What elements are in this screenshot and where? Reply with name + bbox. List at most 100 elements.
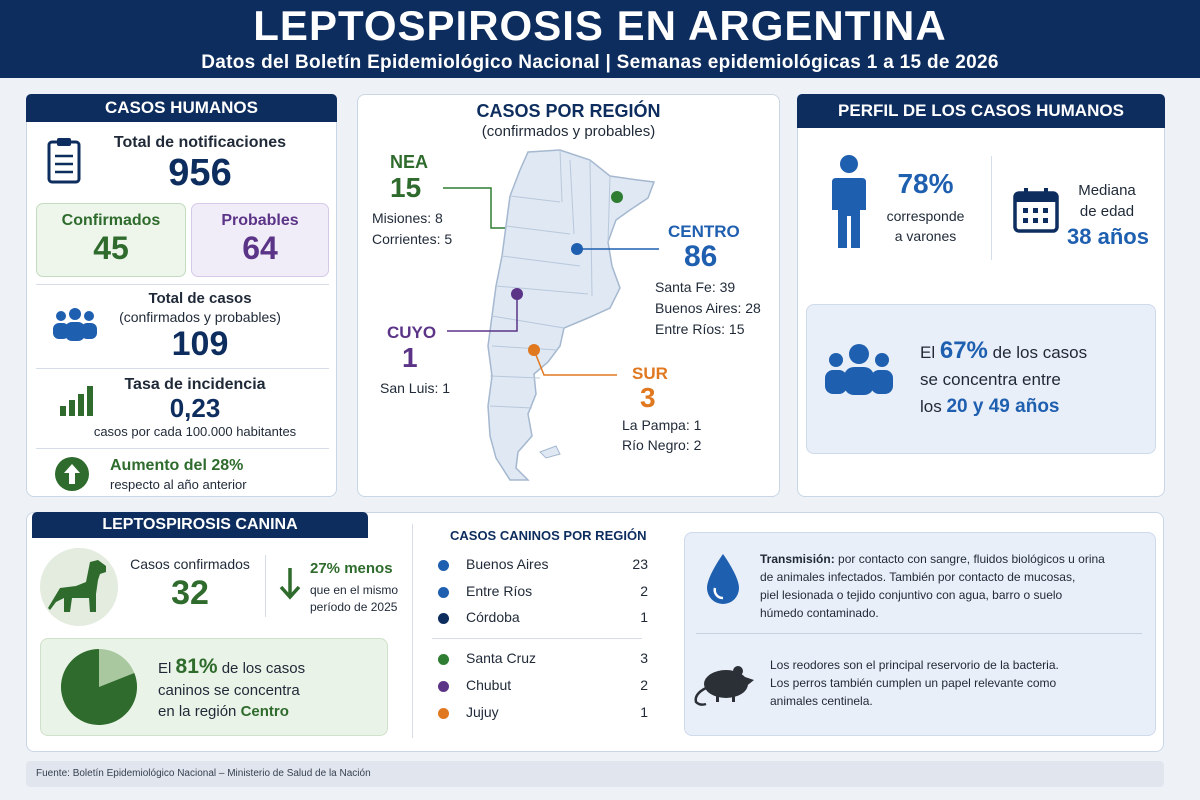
centro-line-2: Buenos Aires: 28 — [655, 300, 761, 316]
probable-value: 64 — [242, 230, 278, 266]
page-subtitle: Datos del Boletín Epidemiológico Naciona… — [201, 52, 999, 73]
region-name: Buenos Aires — [466, 556, 549, 572]
pie-post: de los casos — [221, 660, 306, 677]
transmission-bold: Transmisión: — [760, 552, 835, 566]
confirmed-label: Confirmados — [61, 212, 161, 229]
arrow-up-icon — [55, 457, 89, 491]
clipboard-icon — [47, 138, 81, 184]
pie-text-line-2: caninos se concentra — [158, 682, 300, 699]
map-subtitle: (confirmados y probables) — [481, 123, 656, 140]
sur-value: 3 — [640, 382, 656, 413]
footer-source: Fuente: Boletín Epidemiológico Nacional … — [36, 768, 371, 779]
total-notifications-value: 956 — [168, 152, 232, 194]
table-row: Santa Cruz 3 — [438, 650, 648, 670]
male-person-icon — [832, 155, 866, 248]
canine-regions-title: CASOS CANINOS POR REGIÓN — [450, 528, 647, 543]
rodent-line-3: animales centinela. — [770, 694, 873, 708]
divider — [412, 524, 413, 738]
centro-name: CENTRO — [668, 222, 740, 241]
region-value: 1 — [640, 609, 648, 625]
region-name: Santa Cruz — [466, 650, 537, 666]
increase-label: Aumento del 28% — [110, 457, 244, 474]
region-name: Córdoba — [466, 609, 520, 625]
transmission-text-1: por contacto con sangre, fluidos biológi… — [834, 552, 1105, 566]
rodent-text: Los reodores son el principal reservorio… — [770, 656, 1150, 710]
region-name: Entre Ríos — [466, 583, 533, 599]
group-people-icon — [825, 344, 893, 395]
region-name: Chubut — [466, 677, 512, 693]
transmission-line-3: piel lesionada o tejido conjuntivo con a… — [760, 588, 1063, 602]
map-title: CASOS POR REGIÓN — [476, 101, 661, 121]
nea-value: 15 — [390, 172, 422, 203]
human-cases-tab: CASOS HUMANOS — [26, 94, 337, 122]
rodent-line-2: Los perros también cumplen un papel rele… — [770, 676, 1057, 690]
table-row: Córdoba 1 — [438, 609, 648, 629]
cuyo-value: 1 — [402, 342, 418, 373]
region-value: 1 — [640, 704, 648, 720]
pie-text-line-3: en la región Centro — [158, 703, 289, 720]
pie-pre: El — [158, 660, 172, 677]
region-dot — [438, 560, 449, 571]
header: LEPTOSPIROSIS EN ARGENTINA Datos del Bol… — [0, 0, 1200, 78]
page-title: LEPTOSPIROSIS EN ARGENTINA — [253, 2, 947, 49]
confirmed-value: 45 — [93, 230, 129, 266]
male-pct: 78% — [897, 168, 954, 199]
pie-pct: 81% — [175, 655, 218, 678]
canine-regions-table: Buenos Aires 23 Entre Ríos 2 Córdoba 1 S… — [418, 548, 648, 728]
nea-line-1: Misiones: 8 — [372, 210, 443, 226]
incidence-label: Tasa de incidencia — [124, 376, 266, 393]
conc-pre: El — [920, 343, 936, 362]
divider — [432, 638, 642, 639]
conc-post: de los casos — [992, 343, 1088, 362]
male-line-1: corresponde — [886, 208, 965, 224]
region-dot — [438, 587, 449, 598]
nea-line-2: Corrientes: 5 — [372, 231, 453, 247]
conc-pct: 67% — [939, 337, 988, 364]
divider — [265, 555, 266, 617]
nea-marker — [611, 191, 623, 203]
map-leader-lines — [443, 187, 659, 376]
male-line-2: a varones — [894, 228, 957, 244]
centro-marker — [571, 243, 583, 255]
arrow-down-icon — [279, 568, 301, 600]
bar-chart-icon — [60, 386, 93, 416]
divider — [991, 156, 992, 260]
divider — [696, 633, 1142, 634]
age-line-1: Mediana — [1078, 182, 1136, 199]
conc-range: 20 y 49 años — [946, 396, 1060, 417]
incidence-sub: casos por cada 100.000 habitantes — [93, 424, 297, 439]
pie-centro-slice — [60, 649, 137, 725]
sur-marker — [528, 344, 540, 356]
canine-confirmed-label: Casos confirmados — [130, 556, 250, 572]
transmission-line-1: Transmisión: por contacto con sangre, fl… — [760, 550, 1144, 568]
sur-line-1: La Pampa: 1 — [622, 417, 702, 433]
water-drop-icon — [707, 554, 739, 604]
age-value: 38 años — [1067, 224, 1149, 249]
pie-region: Centro — [240, 703, 289, 720]
age-line-2: de edad — [1079, 203, 1135, 220]
total-cases-label: Total de casos — [148, 290, 252, 307]
region-value: 3 — [640, 650, 648, 666]
divider — [36, 448, 329, 449]
region-dot — [438, 681, 449, 692]
people-icon — [53, 308, 97, 341]
cuyo-name: CUYO — [387, 323, 437, 342]
table-row: Buenos Aires 23 — [438, 556, 648, 576]
profile-tab: PERFIL DE LOS CASOS HUMANOS — [797, 94, 1165, 128]
table-row: Jujuy 1 — [438, 704, 648, 724]
total-cases-value: 109 — [171, 325, 229, 363]
pie-text-line-1: El 81% de los casos — [158, 655, 305, 679]
cuyo-line-1: San Luis: 1 — [380, 380, 451, 396]
region-dot — [438, 613, 449, 624]
argentina-map — [487, 149, 656, 481]
concentration-line-3: los 20 y 49 años — [920, 396, 1060, 418]
less-label: 27% menos — [310, 560, 393, 577]
region-dot — [438, 654, 449, 665]
region-value: 23 — [632, 556, 648, 572]
centro-value: 86 — [684, 240, 718, 273]
footer — [26, 761, 1164, 787]
increase-sub: respecto al año anterior — [110, 477, 247, 492]
sur-line-2: Río Negro: 2 — [622, 437, 702, 453]
probable-label: Probables — [221, 212, 299, 229]
transmission-line-2: de animales infectados. También por cont… — [760, 570, 1076, 584]
